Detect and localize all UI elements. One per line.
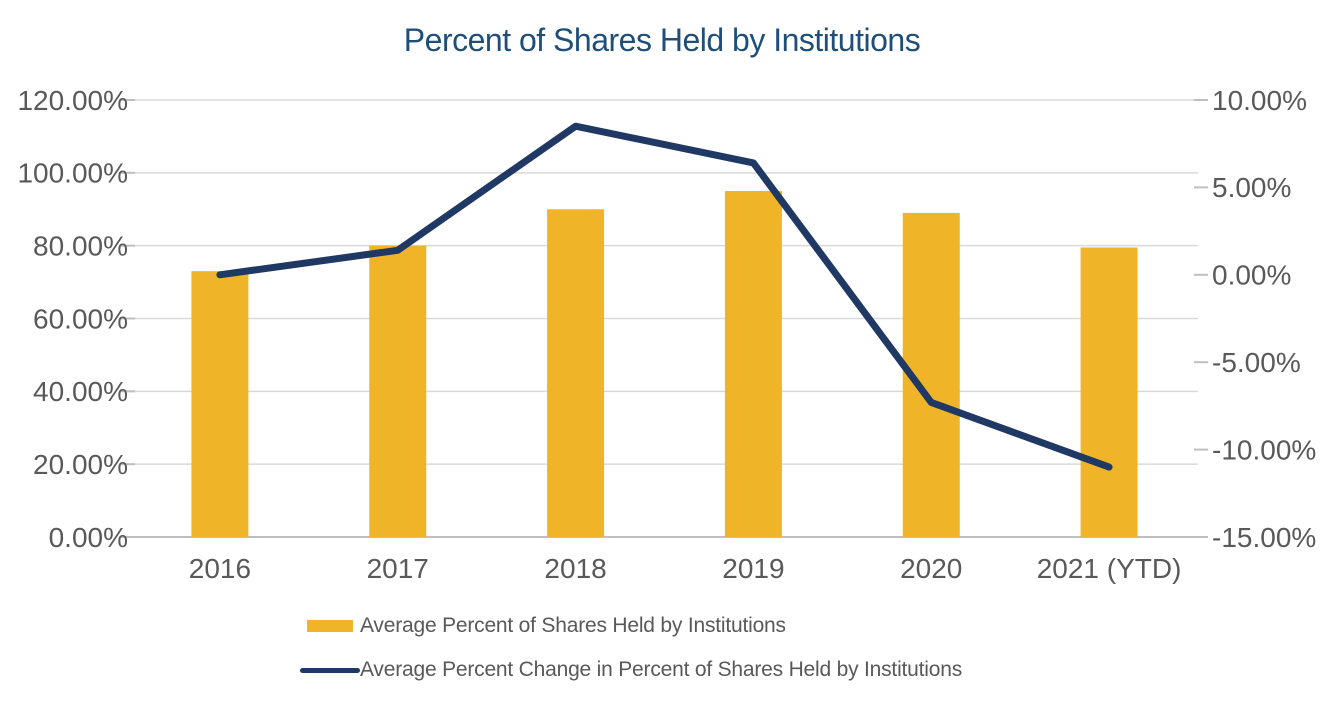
left-axis-tick-label: 100.00%	[17, 158, 128, 189]
line-swatch-icon	[300, 667, 360, 673]
left-axis-tick-label: 120.00%	[17, 85, 128, 116]
left-axis-tick-label: 60.00%	[33, 303, 128, 334]
bar-2016	[191, 271, 249, 537]
legend-item-line-series: Average Percent Change in Percent of Sha…	[300, 658, 962, 682]
legend: Average Percent of Shares Held by Instit…	[300, 614, 962, 682]
bar-2021 (YTD)	[1080, 247, 1138, 538]
x-axis-label-2019: 2019	[722, 553, 784, 584]
line-series-swatch	[300, 667, 360, 673]
left-axis-tick-label: 0.00%	[49, 522, 128, 553]
left-axis-tick-label: 20.00%	[33, 449, 128, 480]
bar-swatch-icon	[307, 620, 353, 632]
chart-title: Percent of Shares Held by Institutions	[403, 22, 921, 58]
right-axis-tick-label: -10.00%	[1212, 434, 1316, 465]
bar-2019	[724, 191, 782, 537]
right-axis-tick-label: -5.00%	[1212, 347, 1301, 378]
right-axis-tick-label: 10.00%	[1212, 85, 1307, 116]
left-axis-tick-label: 40.00%	[33, 376, 128, 407]
legend-label-line-series: Average Percent Change in Percent of Sha…	[360, 658, 963, 681]
right-axis-tick-label: 5.00%	[1212, 172, 1291, 203]
x-axis-label-2021 (YTD): 2021 (YTD)	[1037, 553, 1182, 584]
bar-2017	[369, 245, 427, 537]
x-axis-label-2018: 2018	[544, 553, 606, 584]
left-axis-tick-label: 80.00%	[33, 230, 128, 261]
chart-plot-area: 120.00% 100.00% 80.00% 60.00% 40.00% 20.00% 0.…	[17, 85, 1316, 584]
right-axis-tick-label: -15.00%	[1212, 522, 1316, 553]
x-axis-label-2020: 2020	[900, 553, 962, 584]
bar-2018	[547, 209, 605, 537]
x-axis-label-2017: 2017	[367, 553, 429, 584]
right-axis-tick-label: 0.00%	[1212, 260, 1291, 291]
legend-item-bar-series: Average Percent of Shares Held by Instit…	[300, 614, 962, 638]
x-axis-label-2016: 2016	[189, 553, 251, 584]
bar-series-swatch	[300, 620, 360, 632]
percent-change-line	[216, 122, 1113, 471]
legend-label-bar-series: Average Percent of Shares Held by Instit…	[360, 614, 786, 637]
